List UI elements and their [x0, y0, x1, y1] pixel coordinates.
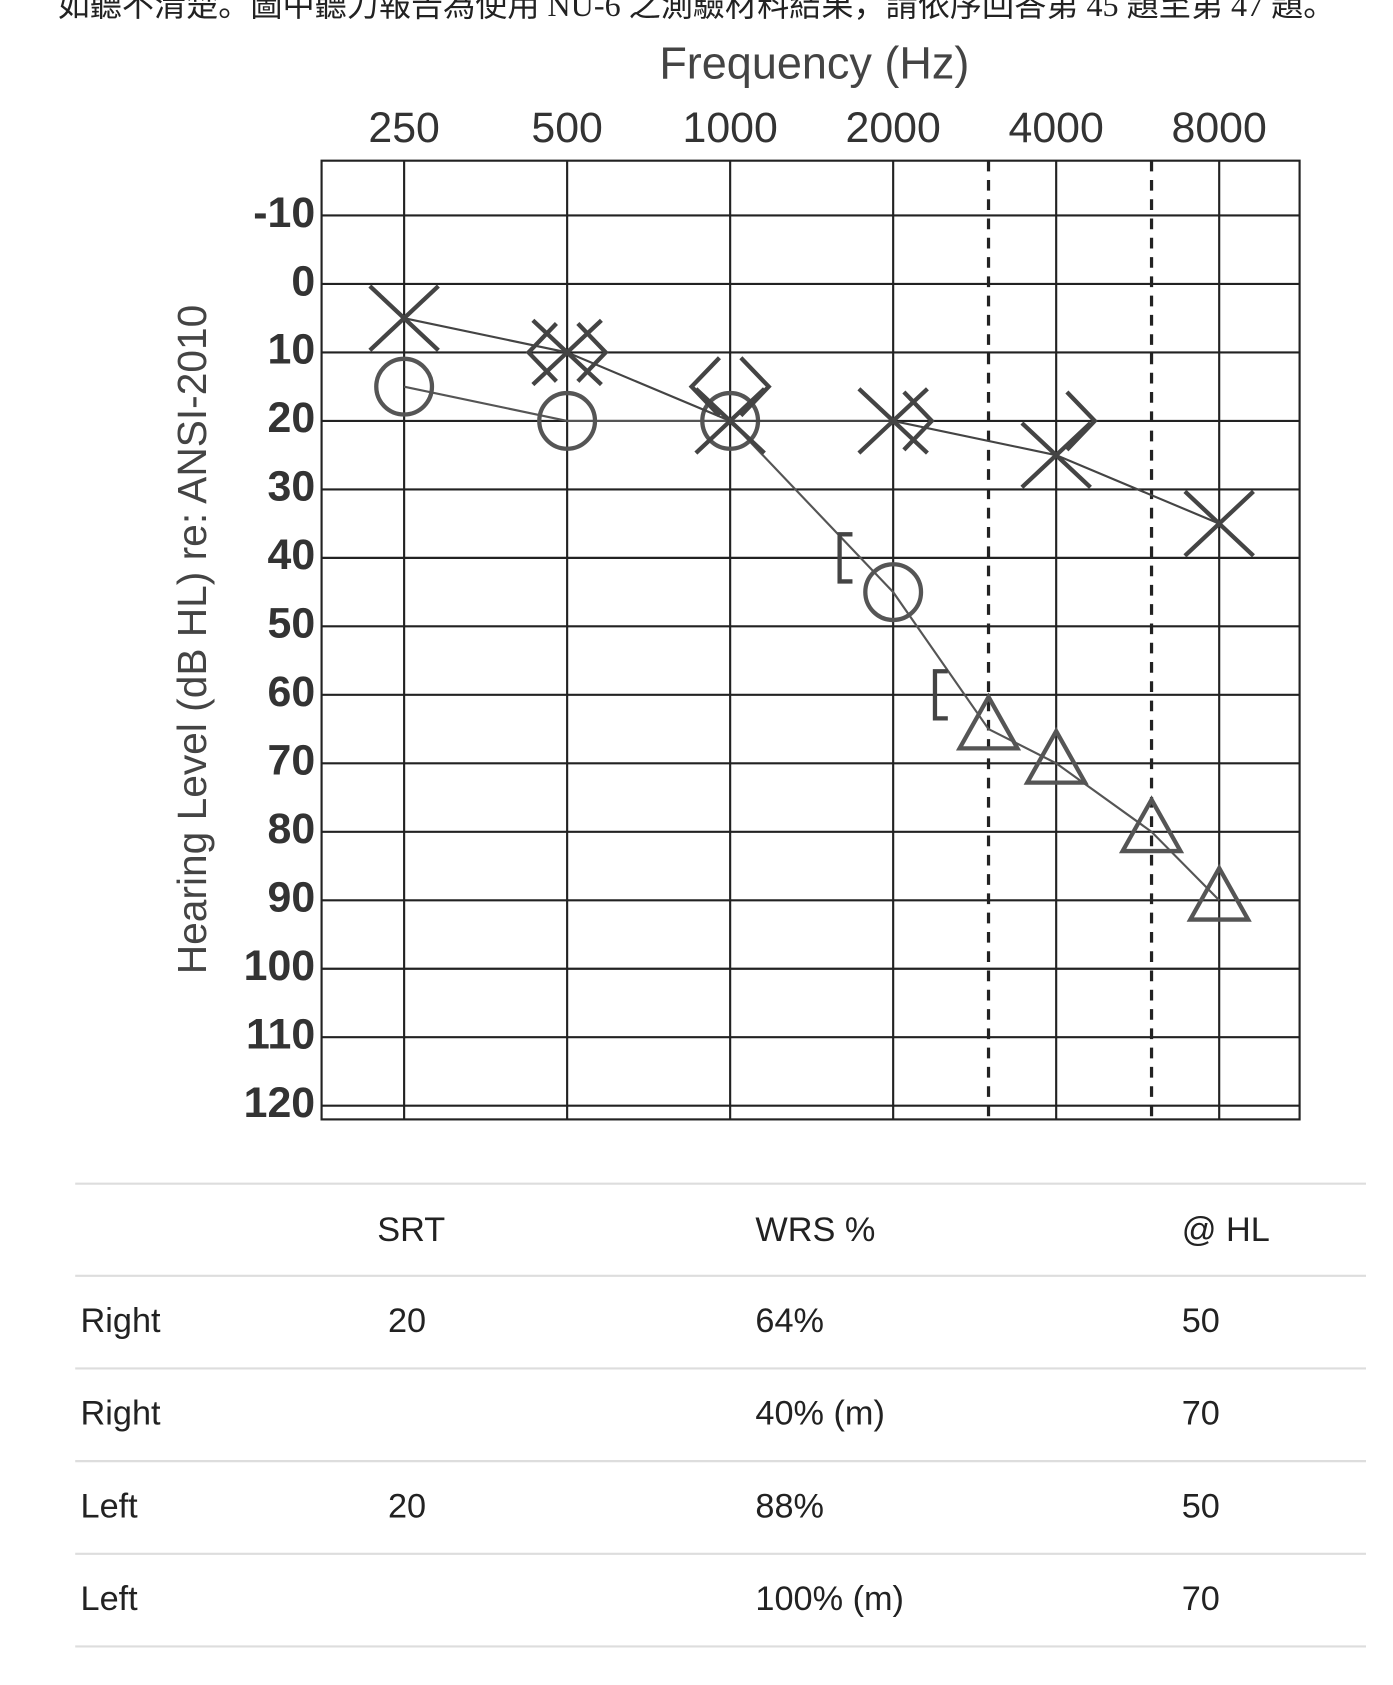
table-cell: 50	[1182, 1487, 1220, 1525]
table-cell: 100% (m)	[755, 1580, 904, 1618]
bone-left-marker	[902, 390, 935, 452]
circle-marker	[374, 356, 435, 417]
y-tick-label: 80	[268, 805, 316, 853]
x-marker	[1183, 489, 1255, 558]
table-cell: Right	[81, 1395, 161, 1433]
plot-frame	[320, 159, 1301, 1121]
table-header: SRT	[377, 1211, 445, 1249]
table-cell: Right	[81, 1302, 161, 1340]
table-cell: 88%	[755, 1487, 824, 1525]
x-tick-label: 8000	[1172, 104, 1267, 152]
table-cell: Left	[81, 1580, 139, 1618]
circle-marker	[537, 390, 598, 451]
table-header: @ HL	[1182, 1211, 1270, 1249]
table-cell: 70	[1182, 1580, 1220, 1618]
triangle-marker	[1118, 795, 1185, 854]
y-tick-label: 90	[268, 874, 316, 922]
masked-bone-marker	[837, 532, 853, 584]
x-tick-label: 250	[368, 104, 439, 152]
y-tick-label: -10	[253, 189, 315, 237]
y-tick-label: 10	[268, 326, 316, 374]
connect-line	[403, 385, 1220, 902]
x-marker	[531, 318, 603, 387]
bone-left-marker	[576, 322, 609, 383]
masked-bone-marker	[932, 669, 948, 721]
bone-right-marker	[525, 322, 558, 383]
triangle-marker	[955, 692, 1022, 751]
bone-left-marker	[1065, 390, 1098, 452]
y-tick-label: 120	[244, 1079, 315, 1127]
table-cell: 20	[388, 1487, 426, 1525]
x-tick-label: 2000	[846, 104, 941, 152]
x-marker	[368, 284, 440, 352]
table-cell: Left	[81, 1487, 139, 1525]
x-tick-label: 1000	[683, 104, 778, 152]
y-tick-label: 100	[244, 942, 315, 990]
circle-marker	[863, 562, 924, 623]
bone-right-marker	[688, 356, 721, 418]
table-header: WRS %	[755, 1211, 875, 1249]
x-tick-label: 4000	[1009, 104, 1104, 152]
plot: -10 0 10 20 30 40 50 60 70 80 90 100 110 120 250 500 100…	[244, 104, 1301, 1127]
y-tick-label: 60	[268, 668, 316, 716]
y-tick-label: 40	[268, 531, 316, 579]
connect-line	[403, 317, 1220, 525]
triangle-marker	[1023, 726, 1089, 785]
triangle-marker	[1186, 863, 1252, 922]
y-axis-title: Hearing Level (dB HL) re: ANSI-2010	[169, 305, 215, 974]
table-cell: 70	[1182, 1395, 1220, 1433]
table-cell: 50	[1182, 1302, 1220, 1340]
y-tick-label: 30	[268, 463, 316, 511]
y-tick-label: 110	[246, 1011, 315, 1059]
table-cell: 20	[388, 1302, 426, 1340]
table-cell: 64%	[755, 1302, 824, 1340]
y-tick-label: 70	[268, 737, 316, 785]
x-marker	[694, 387, 766, 455]
bone-left-marker	[739, 356, 772, 418]
y-tick-label: 0	[291, 257, 315, 305]
table-cell: 40% (m)	[755, 1395, 884, 1433]
table: SRT WRS % @ HL Right 20 64% 50 Right 40% (m) 70 Le…	[75, 1182, 1367, 1648]
y-tick-label: 20	[268, 394, 316, 442]
x-tick-label: 500	[531, 104, 602, 152]
instruction: 如聽不清楚。圖中聽力報告為使用 NU-6 之測驗材料結果，請依序回答第 45 題…	[58, 0, 1336, 23]
x-axis-title: Frequency (Hz)	[659, 37, 969, 88]
x-marker	[857, 387, 929, 455]
y-tick-label: 50	[268, 600, 316, 648]
x-marker	[1020, 421, 1092, 489]
